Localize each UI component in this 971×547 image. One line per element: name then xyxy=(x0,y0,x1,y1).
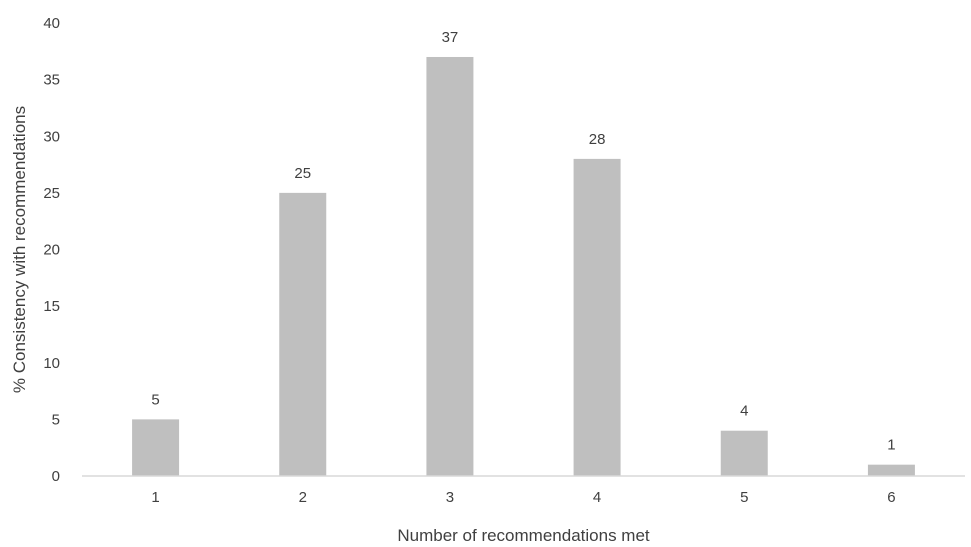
data-labels: 5 25 37 28 4 1 xyxy=(151,29,895,454)
data-label: 37 xyxy=(442,29,459,46)
data-label: 1 xyxy=(887,437,895,454)
y-axis-title: % Consistency with recommendations xyxy=(10,106,29,393)
x-axis-title: Number of recommendations met xyxy=(397,526,650,545)
y-tick-label: 30 xyxy=(43,128,60,145)
y-tick-label: 35 xyxy=(43,72,60,89)
bars xyxy=(132,56,915,476)
data-label: 4 xyxy=(740,403,748,420)
x-axis-ticks: 1 2 3 4 5 6 xyxy=(151,489,895,506)
y-tick-label: 25 xyxy=(43,185,60,202)
y-tick-label: 5 xyxy=(52,411,60,428)
data-label: 28 xyxy=(589,131,606,148)
bar xyxy=(279,192,327,476)
y-tick-label: 40 xyxy=(43,15,60,32)
x-tick-label: 1 xyxy=(151,489,159,506)
x-tick-label: 4 xyxy=(593,489,601,506)
data-label: 5 xyxy=(151,391,159,408)
bar xyxy=(426,56,474,476)
bar xyxy=(132,419,180,476)
x-tick-label: 5 xyxy=(740,489,748,506)
bar xyxy=(573,158,621,476)
x-tick-label: 6 xyxy=(887,489,895,506)
bar xyxy=(720,430,768,476)
bar xyxy=(867,464,915,476)
y-tick-label: 0 xyxy=(52,468,60,485)
data-label: 25 xyxy=(294,165,311,182)
y-tick-label: 10 xyxy=(43,355,60,372)
x-tick-label: 3 xyxy=(446,489,454,506)
y-tick-label: 15 xyxy=(43,298,60,315)
y-tick-label: 20 xyxy=(43,242,60,259)
x-tick-label: 2 xyxy=(299,489,307,506)
y-axis-ticks: 0 5 10 15 20 25 30 35 40 xyxy=(43,15,60,485)
